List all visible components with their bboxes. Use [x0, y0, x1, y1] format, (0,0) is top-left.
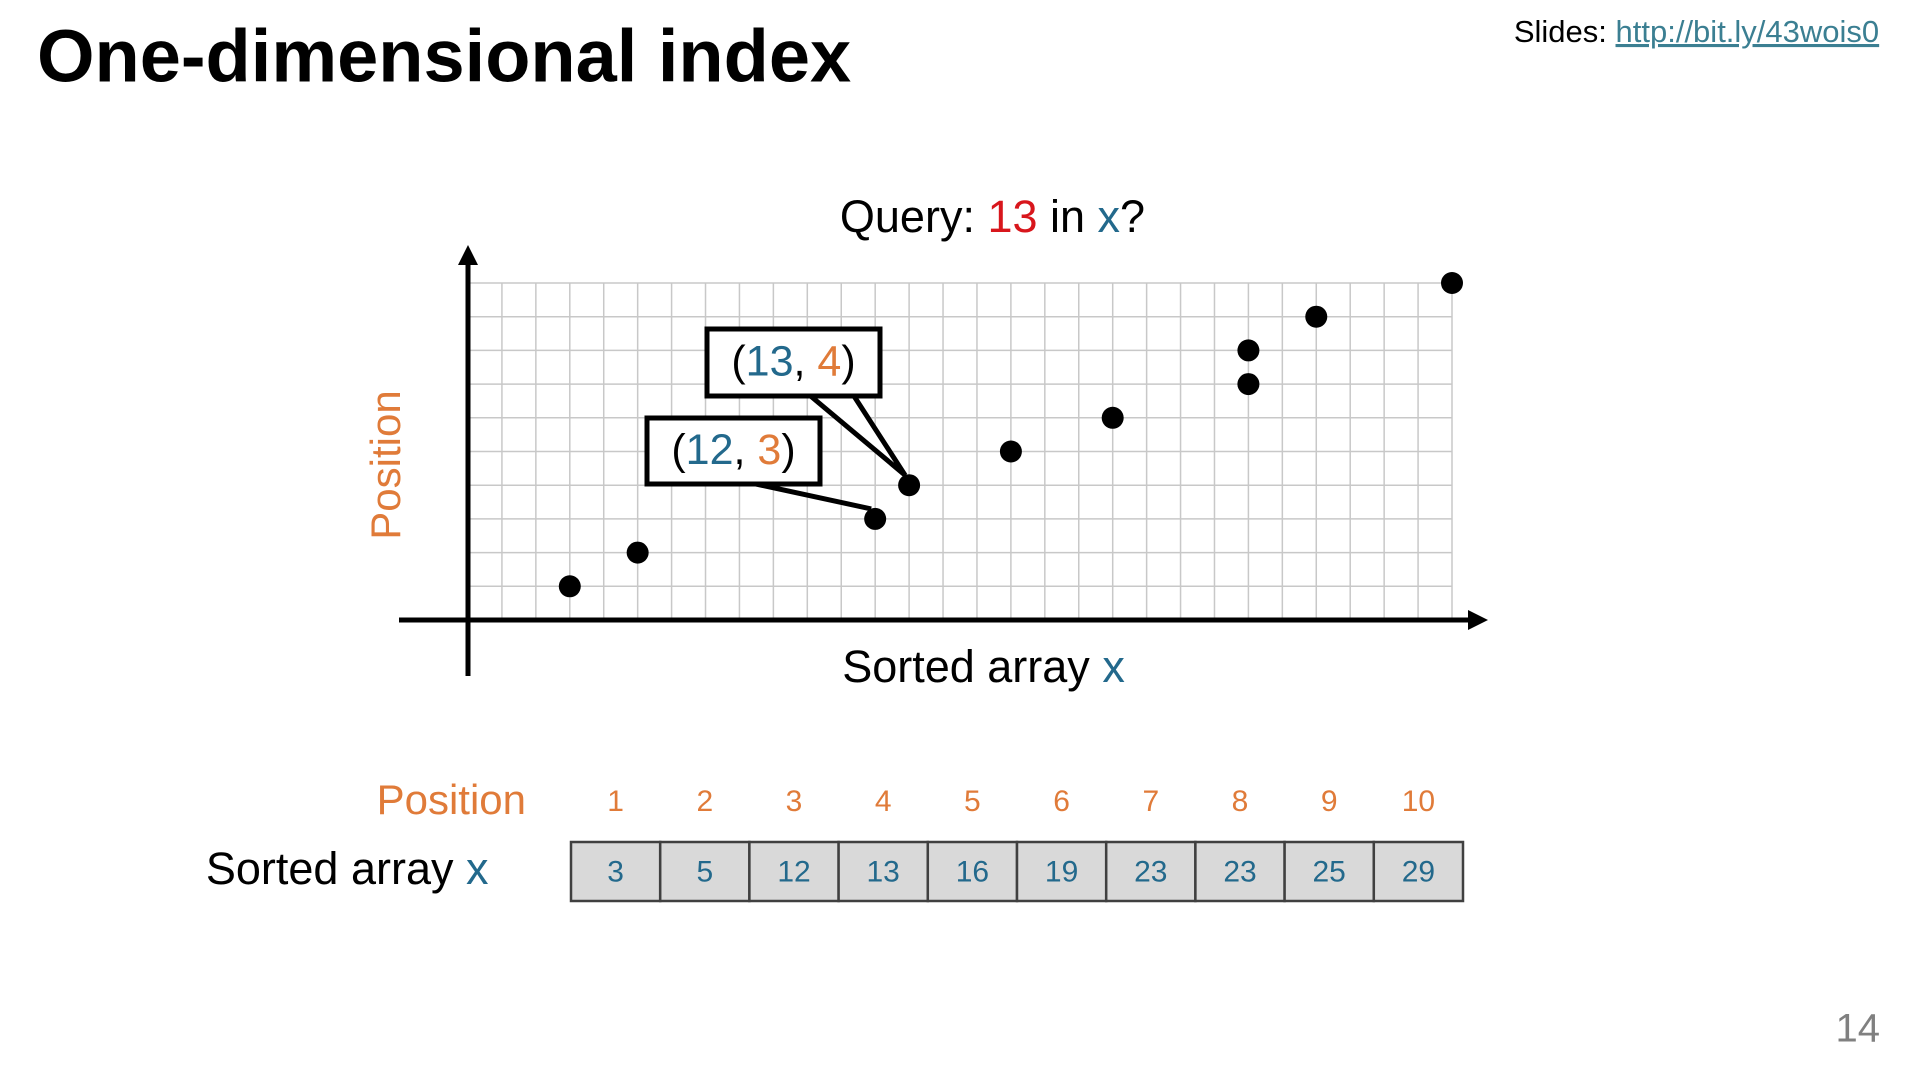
- callout-box: [704, 326, 883, 399]
- array-value: 23: [1134, 855, 1167, 888]
- label-part: x: [1102, 641, 1125, 692]
- position-label: 6: [1053, 785, 1070, 818]
- array-value: 5: [696, 855, 713, 888]
- array-cell: [658, 840, 751, 903]
- row-label: Sorted array x: [143, 843, 526, 894]
- label-part: Sorted array: [842, 641, 1102, 692]
- slides-label: Slides:: [1514, 14, 1616, 49]
- callout: (13, 4): [704, 326, 908, 478]
- point: [864, 507, 887, 530]
- position-label: 10: [1402, 785, 1435, 818]
- callout-part: ,: [794, 338, 818, 386]
- position-label: 8: [1232, 785, 1249, 818]
- array-value: 23: [1223, 855, 1256, 888]
- point: [999, 440, 1022, 463]
- callout-box: [644, 415, 823, 487]
- point: [558, 575, 581, 598]
- position-label: 5: [964, 785, 981, 818]
- page-number: 14: [1836, 1007, 1881, 1051]
- slide-title: One-dimensional index: [37, 15, 851, 98]
- title-part: ?: [1120, 191, 1145, 242]
- array-cell: [926, 840, 1019, 903]
- callout-part: (: [731, 338, 746, 386]
- callout-part: 3: [757, 426, 781, 474]
- plot: (13, 4)(12, 3): [399, 245, 1488, 676]
- point: [1237, 339, 1260, 362]
- position-label: 9: [1321, 785, 1338, 818]
- x-axis-arrow: [1468, 610, 1488, 630]
- point: [626, 541, 649, 564]
- point: [1237, 373, 1260, 396]
- title-part: x: [1098, 191, 1121, 242]
- array-cell: [1194, 840, 1286, 903]
- array-cell: [1104, 840, 1197, 903]
- row-label: Position: [377, 776, 526, 823]
- label-part: Sorted array: [206, 843, 466, 894]
- position-label: 3: [786, 785, 803, 818]
- array-value: 3: [607, 855, 624, 888]
- callout-part: ,: [734, 426, 758, 474]
- array-value: 25: [1313, 855, 1346, 888]
- array-value: 13: [867, 855, 900, 888]
- y-axis-label: Position: [362, 390, 409, 539]
- callout-part: (: [671, 426, 686, 474]
- position-label: 7: [1142, 785, 1159, 818]
- callout-label: (13, 4): [731, 338, 855, 386]
- array-value: 19: [1045, 855, 1078, 888]
- callout-part: ): [781, 426, 795, 474]
- callout-label: (12, 3): [671, 426, 795, 474]
- title-part: Query:: [840, 191, 988, 242]
- callout-part: 13: [746, 338, 794, 386]
- array-cell: [837, 840, 930, 903]
- slides-url[interactable]: http://bit.ly/43wois0: [1616, 14, 1880, 49]
- array-cell: [1015, 840, 1108, 903]
- slides-link: Slides: http://bit.ly/43wois0: [1471, 14, 1905, 49]
- point: [898, 474, 921, 497]
- callout-part: 12: [686, 426, 734, 474]
- array-value: 16: [956, 855, 989, 888]
- title-part: 13: [987, 191, 1037, 242]
- callout: (12, 3): [644, 415, 872, 512]
- callout-part: ): [841, 338, 855, 386]
- array-cell: [748, 840, 840, 903]
- callout-tail: [741, 478, 872, 512]
- array-cell: [1372, 840, 1465, 903]
- x-axis-label: Sorted array x: [780, 641, 1163, 692]
- position-label: 2: [696, 785, 713, 818]
- point: [1101, 406, 1124, 429]
- callout-tail-fill: [811, 388, 850, 392]
- callout-tail-fill: [745, 476, 750, 480]
- y-axis-arrow: [458, 245, 478, 265]
- callout-part: 4: [817, 338, 841, 386]
- array-value: 29: [1402, 855, 1435, 888]
- label-part: x: [466, 843, 489, 894]
- position-label: 1: [607, 785, 624, 818]
- position-label: 4: [875, 785, 892, 818]
- title-part: in: [1038, 191, 1098, 242]
- array-cell: [569, 840, 662, 903]
- point: [1305, 305, 1328, 328]
- point: [1441, 272, 1463, 294]
- chart-title: Query: 13 in x?: [777, 191, 1182, 242]
- array-value: 12: [777, 855, 810, 888]
